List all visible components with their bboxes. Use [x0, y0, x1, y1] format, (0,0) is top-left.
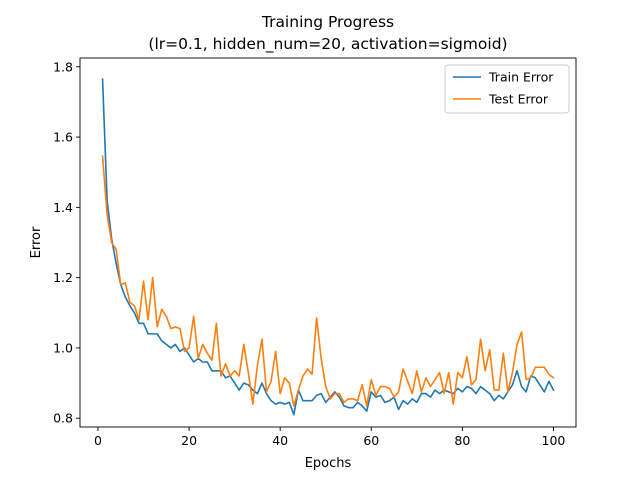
y-tick-label: 1.6 — [53, 130, 73, 145]
x-tick-label: 20 — [181, 433, 197, 448]
series-line-train-error — [101, 78, 555, 416]
legend: Train Error Test Error — [444, 64, 570, 114]
y-axis-label: Error — [29, 226, 44, 258]
plot-area: 0 20 40 60 80 100 0.8 1.0 1.2 1.4 1.6 1.8 — [53, 57, 577, 448]
series-line-test-error — [101, 155, 555, 407]
legend-label-test-error: Test Error — [488, 92, 549, 107]
y-tick-label: 0.8 — [53, 411, 73, 426]
y-tick-label: 1.0 — [53, 340, 73, 355]
chart-title: Training Progress — [261, 13, 394, 31]
x-axis-label: Epochs — [305, 456, 352, 471]
plot-frame — [79, 57, 577, 428]
y-tick-label: 1.2 — [53, 270, 73, 285]
x-tick-label: 80 — [454, 433, 470, 448]
legend-label-train-error: Train Error — [488, 70, 554, 85]
y-tick-label: 1.4 — [53, 200, 73, 215]
x-tick-label: 100 — [542, 433, 566, 448]
y-tick-label: 1.8 — [53, 59, 73, 74]
chart-subtitle: (lr=0.1, hidden_num=20, activation=sigmo… — [148, 35, 507, 54]
x-tick-label: 40 — [272, 433, 288, 448]
x-tick-label: 0 — [94, 433, 102, 448]
x-tick-label: 60 — [363, 433, 379, 448]
